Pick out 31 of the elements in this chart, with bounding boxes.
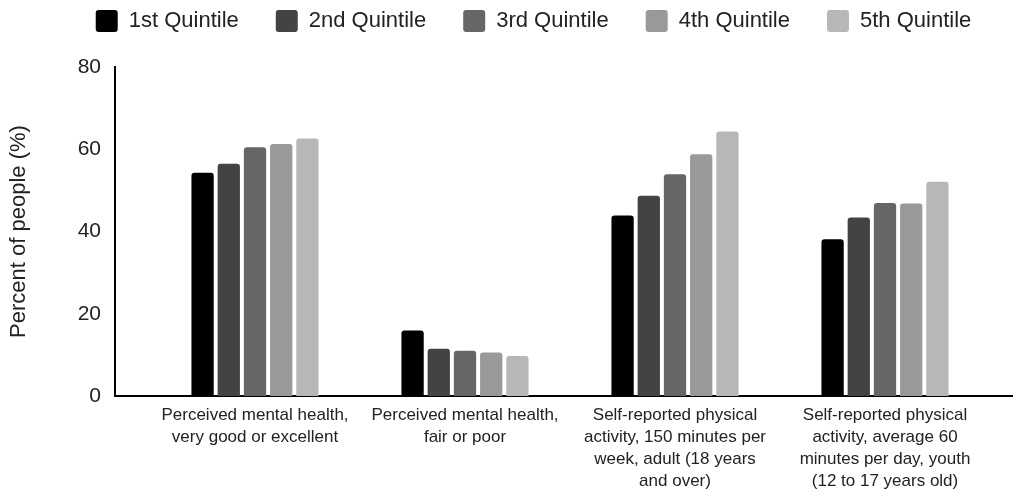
bar [270,143,293,396]
bar [716,131,739,396]
legend-label: 2nd Quintile [308,7,427,33]
y-tick-label: 20 [77,300,101,324]
legend-label: 4th Quintile [678,7,790,33]
bar [427,348,450,396]
y-tick-label: 60 [77,136,101,160]
x-tick-label: Perceived mental health, fair or poor [371,404,559,446]
bar [217,163,240,396]
legend-label: 5th Quintile [859,7,972,33]
bar [506,356,529,396]
bar [243,147,267,396]
y-tick-label: 80 [77,53,101,77]
bar [900,203,923,396]
y-tick-label: 0 [89,382,101,406]
bar [690,154,713,396]
x-tick-label: Self-reported physical activity, 150 minutes per week, adult (18 years and over) [583,404,767,491]
bar [847,217,870,396]
y-tick-label: 40 [77,218,101,242]
bar [663,174,687,396]
x-tick-label: Self-reported physical activity, average 60 minutes per day, youth (12 to 17 years old) [799,404,971,491]
y-axis-title: Percent of people (%) [5,125,31,338]
bar [453,350,477,396]
bar [480,352,503,396]
bar [296,138,319,396]
legend-label: 1st Quintile [128,7,239,33]
x-tick-label: Perceived mental health, very good or excellent [161,404,349,446]
legend-label: 3rd Quintile [496,7,609,33]
bar [926,181,949,396]
bar [637,195,660,396]
bar [873,203,897,396]
